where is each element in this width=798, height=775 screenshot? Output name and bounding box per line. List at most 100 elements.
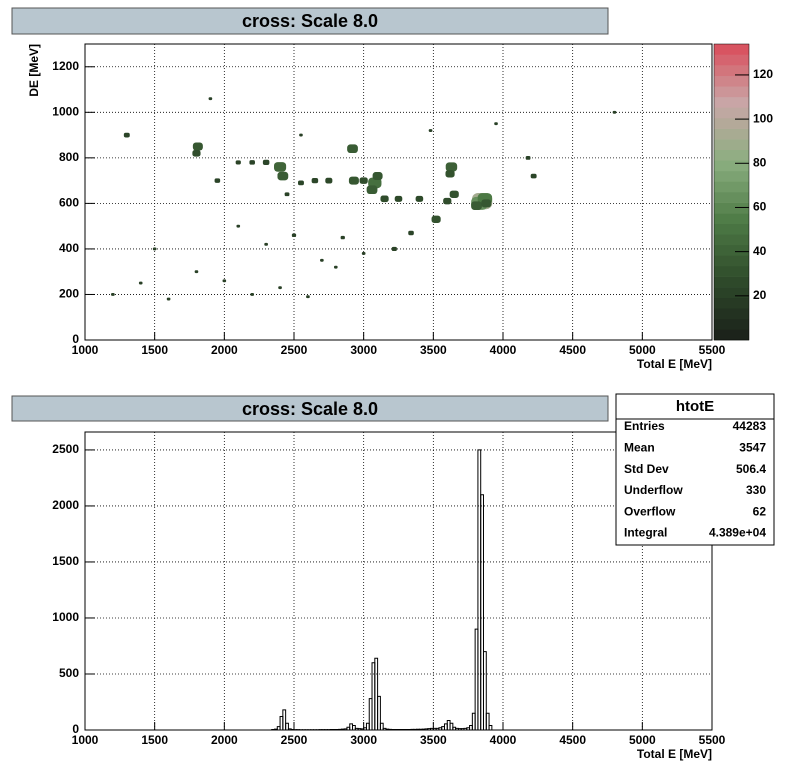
y-tick-label: 500 <box>59 666 79 680</box>
color-band <box>714 287 749 299</box>
color-band <box>714 244 749 256</box>
x-axis-label: Total E [MeV] <box>637 747 712 761</box>
color-band <box>714 44 749 55</box>
chart-title: cross: Scale 8.0 <box>242 399 378 419</box>
bin-cell <box>612 110 617 114</box>
color-band <box>714 65 749 77</box>
color-band <box>714 318 749 330</box>
bin-cell <box>262 159 270 166</box>
bin-cell <box>372 172 383 181</box>
x-tick-label: 5000 <box>629 343 656 357</box>
y-tick-label: 0 <box>72 722 79 736</box>
colorbar-tick-label: 100 <box>753 111 773 125</box>
bin-cell <box>291 233 297 237</box>
histogram-bin <box>485 712 490 730</box>
bin-cell <box>408 230 414 236</box>
bin-cell <box>208 97 213 101</box>
title-box <box>11 395 609 422</box>
y-tick-label: 1200 <box>52 59 79 73</box>
bin-cell <box>236 224 241 228</box>
x-tick-label: 2000 <box>211 733 238 747</box>
color-band <box>714 234 749 246</box>
bin-cell <box>249 160 255 165</box>
y-tick-label: 2500 <box>52 442 79 456</box>
plot-frame <box>84 431 713 731</box>
color-band <box>714 266 749 277</box>
bin-cell <box>325 177 333 184</box>
bin-cell <box>359 177 368 184</box>
histogram-bin <box>285 722 289 730</box>
bin-cell <box>347 144 358 154</box>
x-tick-label: 2000 <box>211 343 238 357</box>
x-tick-label: 4500 <box>559 343 586 357</box>
histogram-bin <box>449 722 454 730</box>
bin-cell <box>471 201 482 210</box>
color-band <box>714 128 749 140</box>
color-band <box>714 107 749 119</box>
y-axis-label: DE [MeV] <box>27 44 41 97</box>
colorbar-frame <box>713 43 750 341</box>
bin-cell <box>235 160 241 165</box>
histogram-bin <box>374 657 379 730</box>
color-band <box>714 255 749 267</box>
color-band <box>714 181 749 193</box>
bin-cell <box>274 162 287 172</box>
color-band <box>714 276 749 288</box>
color-band <box>714 308 749 320</box>
stats-label: Std Dev <box>624 462 669 476</box>
bin-cell <box>366 185 378 195</box>
bin-cell <box>334 265 338 269</box>
stats-value: 3547 <box>739 440 766 454</box>
bin-cell <box>525 155 531 160</box>
bin-cell <box>298 180 304 186</box>
bin-cell <box>348 176 359 185</box>
bin-cell <box>214 178 221 183</box>
stats-label: Underflow <box>624 483 683 497</box>
color-band <box>714 75 749 87</box>
y-tick-label: 1000 <box>52 610 79 624</box>
color-band <box>714 96 749 108</box>
plot-frame <box>84 43 713 341</box>
x-tick-label: 1500 <box>141 733 168 747</box>
x-tick-label: 3500 <box>420 733 447 747</box>
bin-cell <box>415 195 424 202</box>
bin-cell <box>394 195 403 202</box>
color-band <box>714 192 749 203</box>
x-tick-label: 1000 <box>72 343 99 357</box>
bin-cell <box>340 235 345 240</box>
bin-cell <box>166 297 171 301</box>
color-band <box>714 54 749 66</box>
colorbar-tick-label: 20 <box>753 288 767 302</box>
bin-cell <box>192 142 203 151</box>
bin-cell <box>481 199 492 208</box>
bin-cell <box>361 252 366 255</box>
stats-value: 506.4 <box>736 462 766 476</box>
histogram-bin <box>377 695 381 730</box>
color-band <box>714 118 749 129</box>
histogram-bin <box>480 494 484 730</box>
bin-cell <box>299 133 303 137</box>
stats-label: Mean <box>624 440 655 454</box>
x-tick-label: 2500 <box>281 733 308 747</box>
y-tick-label: 600 <box>59 196 79 210</box>
y-tick-label: 0 <box>72 332 79 346</box>
colorbar-tick-label: 80 <box>753 155 767 169</box>
colorbar-tick-label: 40 <box>753 244 767 258</box>
x-tick-label: 4000 <box>490 343 517 357</box>
x-axis-label: Total E [MeV] <box>637 357 712 371</box>
bin-cell <box>391 246 397 252</box>
colorbar-tick-label: 120 <box>753 67 773 81</box>
bin-cell <box>494 122 498 126</box>
bin-cell <box>264 242 268 246</box>
bin-cell <box>278 286 282 290</box>
bin-cell <box>152 247 157 251</box>
color-band <box>714 86 749 98</box>
y-tick-label: 1500 <box>52 554 79 568</box>
color-band <box>714 149 749 161</box>
stats-value: 4.389e+04 <box>709 526 766 540</box>
stats-label: Integral <box>624 526 667 540</box>
color-band <box>714 202 749 214</box>
histogram-bin <box>352 725 356 730</box>
